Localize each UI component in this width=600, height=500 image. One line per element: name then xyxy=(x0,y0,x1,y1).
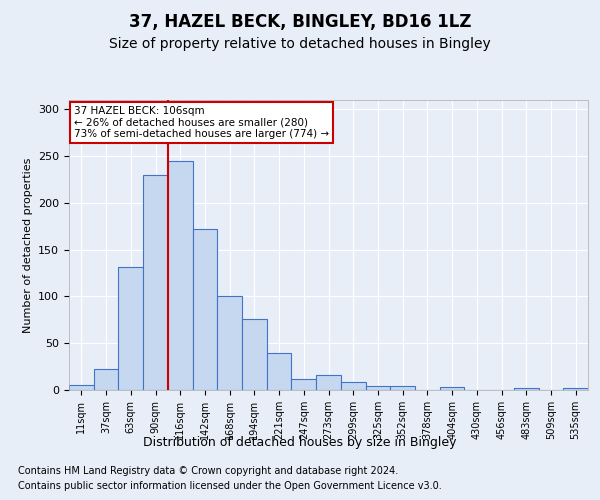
Bar xyxy=(440,387,464,390)
Text: 37, HAZEL BECK, BINGLEY, BD16 1LZ: 37, HAZEL BECK, BINGLEY, BD16 1LZ xyxy=(129,14,471,32)
Bar xyxy=(341,382,365,390)
Text: 37 HAZEL BECK: 106sqm
← 26% of detached houses are smaller (280)
73% of semi-det: 37 HAZEL BECK: 106sqm ← 26% of detached … xyxy=(74,106,329,139)
Bar xyxy=(267,352,292,390)
Bar xyxy=(514,388,539,390)
Bar xyxy=(168,161,193,390)
Bar xyxy=(94,370,118,390)
Bar xyxy=(193,229,217,390)
Text: Distribution of detached houses by size in Bingley: Distribution of detached houses by size … xyxy=(143,436,457,449)
Text: Contains public sector information licensed under the Open Government Licence v3: Contains public sector information licen… xyxy=(18,481,442,491)
Bar xyxy=(390,386,415,390)
Text: Contains HM Land Registry data © Crown copyright and database right 2024.: Contains HM Land Registry data © Crown c… xyxy=(18,466,398,476)
Bar xyxy=(316,375,341,390)
Bar xyxy=(563,388,588,390)
Bar xyxy=(242,319,267,390)
Bar xyxy=(69,386,94,390)
Text: Size of property relative to detached houses in Bingley: Size of property relative to detached ho… xyxy=(109,37,491,51)
Bar xyxy=(365,386,390,390)
Bar xyxy=(118,268,143,390)
Bar xyxy=(292,379,316,390)
Bar xyxy=(143,175,168,390)
Y-axis label: Number of detached properties: Number of detached properties xyxy=(23,158,32,332)
Bar xyxy=(217,296,242,390)
